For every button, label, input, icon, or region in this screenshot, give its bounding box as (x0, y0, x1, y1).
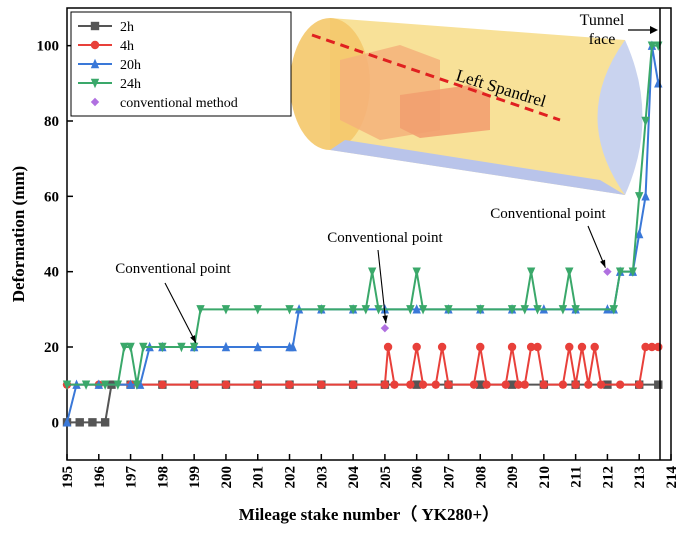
data-point (88, 418, 96, 426)
y-tick-label: 40 (44, 265, 59, 281)
data-point (654, 380, 662, 388)
x-tick-label: 207 (441, 466, 457, 489)
data-point (412, 267, 420, 276)
data-point (222, 380, 230, 388)
data-point (521, 380, 529, 388)
arrow (165, 283, 196, 343)
x-tick-label: 209 (505, 466, 521, 489)
data-point (616, 380, 624, 388)
x-tick-label: 195 (60, 466, 76, 489)
series-line (67, 385, 658, 423)
series-line (67, 347, 658, 385)
chart: Left Spandrel 02040608010019519619719819… (0, 0, 694, 528)
arrow-head (600, 260, 605, 268)
data-point (368, 267, 376, 276)
data-point (578, 343, 586, 351)
y-tick-label: 100 (37, 39, 60, 55)
y-tick-label: 60 (44, 189, 59, 205)
x-tick-label: 196 (92, 466, 108, 489)
data-point (384, 343, 392, 351)
x-axis-label: Mileage stake number（ YK280+） (239, 504, 499, 524)
x-tick-label: 203 (314, 466, 330, 489)
data-point (406, 380, 414, 388)
data-point (101, 418, 109, 426)
x-tick-label: 208 (473, 466, 489, 489)
data-point (432, 380, 440, 388)
legend-marker (91, 22, 99, 30)
legend-label: 4h (120, 39, 134, 54)
x-tick-label: 213 (632, 466, 648, 489)
y-tick-label: 80 (44, 114, 59, 130)
x-tick-label: 204 (346, 466, 362, 489)
x-tick-label: 202 (283, 466, 299, 489)
x-tick-label: 200 (219, 466, 235, 489)
data-point (565, 267, 573, 276)
data-point (571, 380, 579, 388)
arrow-head (650, 26, 658, 34)
data-point (438, 343, 446, 351)
data-point (381, 380, 389, 388)
data-point (654, 78, 662, 87)
arrow-head (382, 315, 387, 323)
x-tick-label: 211 (569, 466, 585, 488)
data-point (381, 324, 389, 332)
data-point (349, 380, 357, 388)
data-point (501, 380, 509, 388)
data-point (476, 343, 484, 351)
legend: 2h 4h 20h 24h conventional method (71, 12, 291, 116)
data-point (603, 267, 611, 275)
legend-label: 24h (120, 77, 141, 92)
data-point (285, 380, 293, 388)
data-point (317, 380, 325, 388)
legend-label: 20h (120, 58, 141, 73)
x-tick-label: 212 (600, 466, 616, 489)
legend-label: 2h (120, 20, 134, 35)
data-point (419, 380, 427, 388)
data-point (565, 343, 573, 351)
x-tick-label: 197 (124, 466, 140, 489)
tunnel-face-label: Tunnel (580, 12, 625, 29)
data-point (390, 380, 398, 388)
data-point (482, 380, 490, 388)
data-point (254, 380, 262, 388)
data-point (635, 380, 643, 388)
data-point (654, 343, 662, 351)
data-point (527, 267, 535, 276)
data-point (508, 343, 516, 351)
data-point (412, 343, 420, 351)
annotation: Conventional point (115, 261, 231, 277)
data-point (444, 380, 452, 388)
data-point (533, 343, 541, 351)
data-point (591, 343, 599, 351)
data-point (76, 418, 84, 426)
x-tick-label: 210 (537, 466, 553, 489)
data-point (470, 380, 478, 388)
data-point (559, 380, 567, 388)
annotation: Conventional point (490, 206, 606, 222)
data-point (540, 380, 548, 388)
tunnel-face-label: face (589, 31, 616, 48)
x-tick-label: 201 (251, 466, 267, 489)
x-tick-label: 214 (664, 466, 680, 489)
x-tick-label: 199 (187, 466, 203, 489)
x-tick-label: 198 (155, 466, 171, 489)
x-tick-label: 206 (410, 466, 426, 489)
data-point (584, 380, 592, 388)
x-tick-label: 205 (378, 466, 394, 489)
y-tick-label: 0 (52, 415, 60, 431)
legend-label: conventional method (120, 96, 238, 111)
data-point (190, 380, 198, 388)
data-point (597, 380, 605, 388)
y-tick-label: 20 (44, 340, 59, 356)
y-axis-label: Deformation (mm) (9, 166, 28, 302)
data-point (158, 380, 166, 388)
arrow-head (190, 335, 196, 343)
legend-marker (91, 41, 99, 49)
annotation: Conventional point (327, 230, 443, 246)
